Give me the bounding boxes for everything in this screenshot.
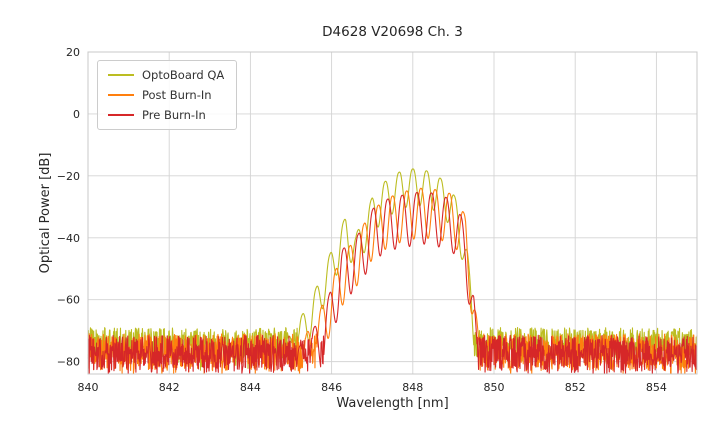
y-tick-label: −20 <box>57 170 80 183</box>
x-tick-label: 848 <box>402 381 423 394</box>
legend-item-post-burn-in: Post Burn-In <box>108 88 224 102</box>
axes-spines <box>87 51 698 375</box>
x-axis-label: Wavelength [nm] <box>336 396 449 411</box>
x-tick-label: 850 <box>484 381 505 394</box>
x-tick-label: 854 <box>646 381 667 394</box>
legend-line-swatch-pre-burn-in <box>108 114 134 116</box>
legend-label-pre-burn-in: Pre Burn-In <box>142 108 206 122</box>
y-tick-label: −60 <box>57 294 80 307</box>
x-tick-label: 852 <box>565 381 586 394</box>
legend-item-optoboard-qa: OptoBoard QA <box>108 68 224 82</box>
legend-line-swatch-post-burn-in <box>108 94 134 96</box>
chart-title: D4628 V20698 Ch. 3 <box>322 24 463 40</box>
legend-line-swatch-optoboard-qa <box>108 74 134 76</box>
legend-item-pre-burn-in: Pre Burn-In <box>108 108 224 122</box>
y-tick-label: 0 <box>73 108 80 121</box>
x-tick-label: 844 <box>240 381 261 394</box>
y-tick-label: 20 <box>66 46 80 59</box>
x-tick-label: 840 <box>78 381 99 394</box>
legend-label-post-burn-in: Post Burn-In <box>142 88 212 102</box>
y-tick-label: −80 <box>57 356 80 369</box>
x-tick-label: 846 <box>321 381 342 394</box>
x-tick-label: 842 <box>159 381 180 394</box>
y-tick-label: −40 <box>57 232 80 245</box>
series-path-pre-burn-in <box>87 191 698 375</box>
legend: OptoBoard QA Post Burn-In Pre Burn-In <box>97 60 238 130</box>
legend-label-optoboard-qa: OptoBoard QA <box>142 68 225 82</box>
y-axis-label: Optical Power [dB] <box>38 152 53 274</box>
